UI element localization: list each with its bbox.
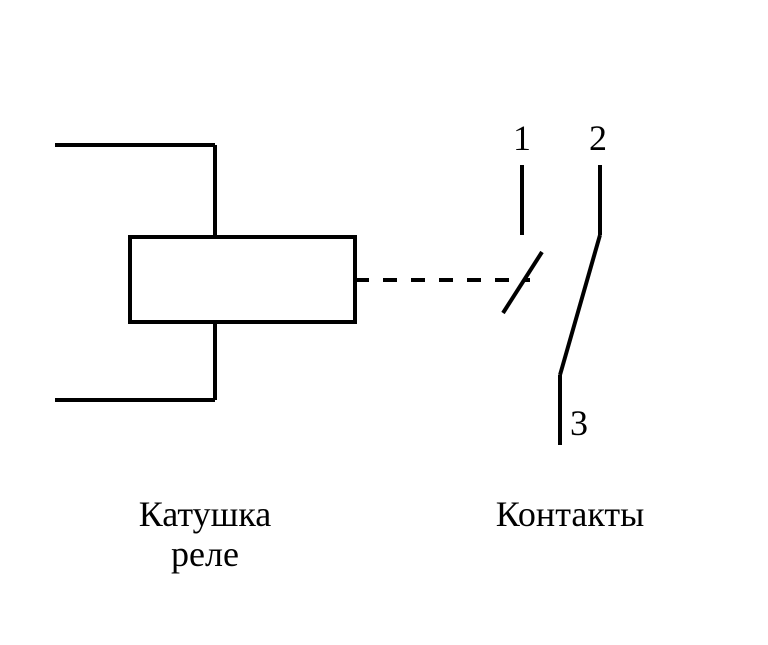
pin-2-label: 2 bbox=[589, 118, 607, 158]
coil-label-line2: реле bbox=[171, 534, 239, 574]
switch-arm bbox=[560, 235, 600, 375]
pin-1-label: 1 bbox=[513, 118, 531, 158]
contacts-label-text: Контакты bbox=[496, 494, 645, 534]
switch-tick bbox=[503, 252, 542, 313]
contacts-label: Контакты bbox=[445, 495, 695, 535]
coil-label: Катушка реле bbox=[80, 495, 330, 574]
coil-body bbox=[130, 237, 355, 322]
pin-3-label: 3 bbox=[570, 403, 588, 443]
coil-label-line1: Катушка bbox=[139, 494, 272, 534]
